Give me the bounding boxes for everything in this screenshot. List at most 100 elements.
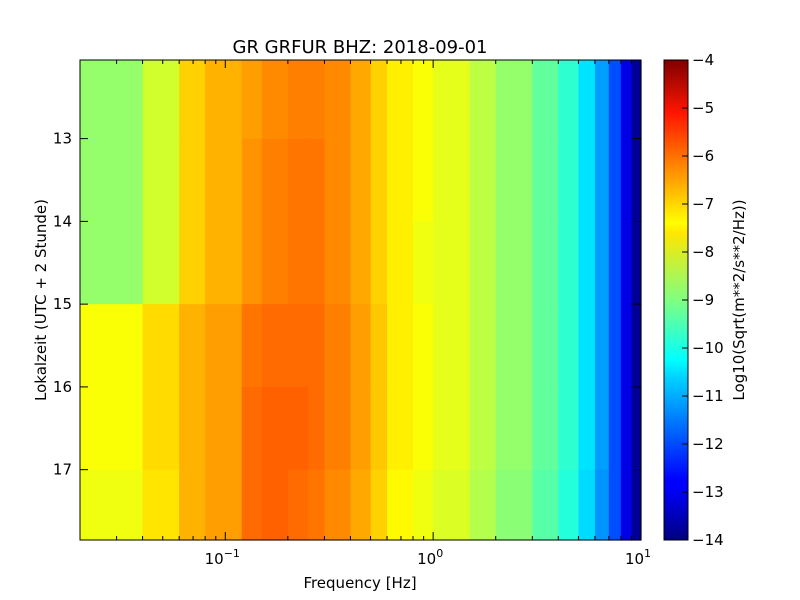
heatmap-cell	[578, 138, 596, 222]
y-axis-label: Lokalzeit (UTC + 2 Stunde)	[32, 199, 50, 401]
colorbar-tick-label: −8	[692, 243, 714, 261]
heatmap-cell	[608, 304, 622, 388]
colorbar-tick-label: −13	[692, 483, 724, 501]
heatmap-cell	[287, 386, 309, 471]
heatmap-cell	[594, 60, 610, 140]
heatmap-cell	[387, 221, 414, 305]
x-axis-label: Frequency [Hz]	[303, 574, 416, 592]
heatmap-cell	[205, 304, 243, 388]
heatmap-cell	[261, 138, 289, 222]
heatmap-cell	[241, 304, 263, 388]
heatmap-cell	[370, 60, 388, 140]
heatmap-cell	[495, 221, 533, 305]
heatmap-cell	[608, 469, 622, 541]
heatmap-cell	[261, 386, 289, 471]
heatmap-cell	[469, 469, 497, 541]
heatmap-cell	[558, 221, 580, 305]
heatmap-cell	[433, 60, 471, 140]
heatmap-cell	[308, 469, 326, 541]
heatmap-cell	[179, 60, 206, 140]
heatmap-cell	[324, 60, 352, 140]
heatmap-cell	[387, 469, 414, 541]
heatmap-cell	[631, 138, 642, 222]
heatmap-cell	[205, 469, 243, 541]
heatmap-cell	[620, 221, 633, 305]
heatmap-cell	[308, 60, 326, 140]
heatmap-cell	[287, 469, 309, 541]
heatmap-cell	[413, 138, 434, 222]
heatmap-cell	[142, 221, 180, 305]
y-axis: 13 14 15 16 17	[53, 130, 641, 479]
y-tick-label: 17	[53, 461, 72, 479]
heatmap-cell	[578, 221, 596, 305]
heatmap-cell	[413, 60, 434, 140]
heatmap-cell	[142, 60, 180, 140]
heatmap-cell	[558, 60, 580, 140]
heatmap-cell	[80, 304, 144, 388]
heatmap-cell	[594, 469, 610, 541]
heatmap-cell	[608, 221, 622, 305]
heatmap-cell	[308, 221, 326, 305]
colorbar-tick-label: −12	[692, 435, 724, 453]
heatmap-cell	[469, 60, 497, 140]
heatmap-cell	[532, 386, 559, 471]
heatmap-cell	[620, 386, 633, 471]
heatmap-cell	[620, 469, 633, 541]
heatmap-cell	[80, 386, 144, 471]
heatmap-cell	[532, 221, 559, 305]
heatmap-cell	[80, 138, 144, 222]
heatmap-cell	[469, 221, 497, 305]
heatmap-cell	[495, 138, 533, 222]
heatmap-cell	[578, 304, 596, 388]
heatmap-cell	[433, 304, 471, 388]
heatmap-cell	[261, 221, 289, 305]
heatmap-cell	[350, 469, 372, 541]
plot-frame	[79, 59, 642, 541]
heatmap-cell	[631, 469, 642, 541]
heatmap-cell	[179, 138, 206, 222]
heatmap-cell	[469, 386, 497, 471]
heatmap-cell	[370, 138, 388, 222]
heatmap-cell	[261, 304, 289, 388]
heatmap-cell	[558, 469, 580, 541]
y-tick-label: 15	[53, 295, 72, 313]
heatmap-cell	[631, 60, 642, 140]
heatmap-cell	[433, 386, 471, 471]
heatmap-cell	[387, 386, 414, 471]
heatmap-cell	[205, 386, 243, 471]
heatmap-cell	[287, 304, 309, 388]
heatmap-cell	[308, 138, 326, 222]
heatmap-cell	[241, 221, 263, 305]
y-tick-label: 16	[53, 378, 72, 396]
heatmap-cell	[594, 304, 610, 388]
colorbar-tick-label: −4	[692, 51, 714, 69]
heatmap-cell	[594, 221, 610, 305]
heatmap-cell	[80, 469, 144, 541]
heatmap-cell	[631, 386, 642, 471]
heatmap-cell	[631, 304, 642, 388]
y-tick-label: 13	[53, 130, 72, 148]
heatmap-cell	[324, 304, 352, 388]
heatmap-cell	[370, 386, 388, 471]
heatmap-cell	[620, 304, 633, 388]
x-tick-label: 10−1	[205, 547, 240, 568]
heatmap-cell	[179, 469, 206, 541]
colorbar-axis: −4 −5 −6 −7 −8 −9 −10 −11 −12 −13 −14	[682, 51, 724, 549]
heatmap-cell	[142, 304, 180, 388]
heatmap-cell	[558, 386, 580, 471]
heatmap-cell	[413, 469, 434, 541]
heatmap-cell	[608, 138, 622, 222]
heatmap-cell	[350, 60, 372, 140]
heatmap-cell	[413, 304, 434, 388]
chart-title: GR GRFUR BHZ: 2018-09-01	[233, 37, 488, 58]
heatmap-cell	[608, 386, 622, 471]
heatmap-cell	[532, 304, 559, 388]
heatmap-cell	[495, 386, 533, 471]
heatmap-cell	[261, 60, 289, 140]
heatmap-cell	[370, 304, 388, 388]
heatmap-cell	[578, 60, 596, 140]
heatmap-cell	[324, 469, 352, 541]
x-tick-label: 101	[625, 547, 651, 568]
heatmap-cell	[241, 60, 263, 140]
heatmap-cell	[387, 304, 414, 388]
